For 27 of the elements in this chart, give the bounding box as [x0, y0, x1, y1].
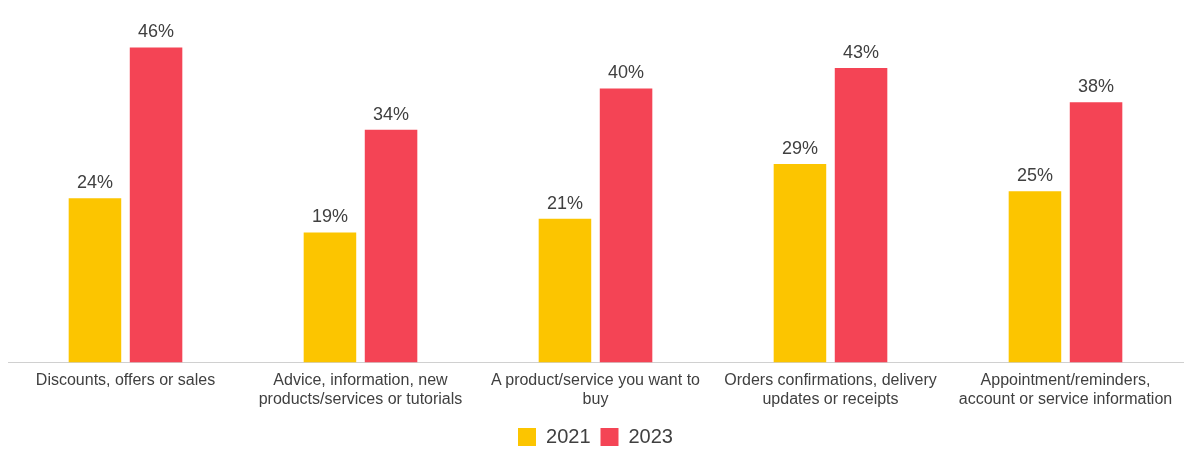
x-tick-label: Discounts, offers or sales	[35, 370, 216, 388]
data-label: 40%	[608, 62, 645, 83]
bar	[364, 129, 418, 363]
data-label: 25%	[1016, 165, 1053, 186]
bar	[68, 198, 122, 363]
x-tick-label: Orders confirmations, delivery updates or receipts	[724, 370, 937, 407]
data-label: 24%	[76, 172, 113, 193]
bar	[1008, 191, 1062, 363]
legend-label: 2023	[628, 424, 673, 447]
data-label: 38%	[1078, 76, 1115, 97]
bar	[303, 232, 357, 363]
data-label: 43%	[843, 41, 880, 62]
bar	[1069, 102, 1123, 363]
data-label: 34%	[373, 103, 410, 124]
data-label: 21%	[546, 192, 583, 213]
bar	[834, 67, 888, 363]
x-tick-label: Appointment/reminders, account or service information	[958, 370, 1173, 407]
data-label: 29%	[781, 137, 818, 158]
bar	[129, 47, 183, 363]
legend-label: 2021	[546, 424, 591, 447]
bar	[538, 218, 592, 363]
data-label: 46%	[138, 21, 175, 42]
bar	[599, 88, 653, 363]
bar	[773, 163, 827, 363]
data-label: 19%	[311, 206, 348, 227]
x-tick-label: A product/service you want to buy	[491, 370, 701, 407]
x-tick-label: Advice, information, new products/services or tutorials	[258, 370, 463, 407]
